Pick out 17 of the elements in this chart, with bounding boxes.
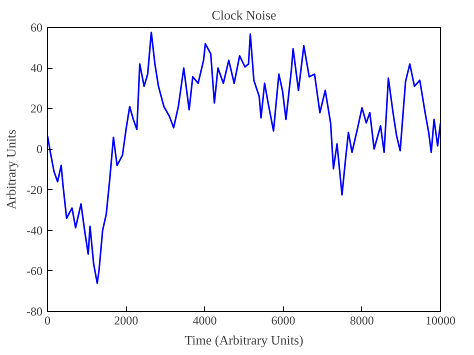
x-axis-title: Time (Arbitrary Units) <box>184 332 304 348</box>
y-tick-label: -60 <box>26 264 43 278</box>
x-tick-label: 10000 <box>426 314 456 328</box>
x-tick-label: 6000 <box>271 314 296 328</box>
y-tick-label: -20 <box>26 182 43 197</box>
y-tick-label: -40 <box>26 223 43 238</box>
y-tick-label: 40 <box>30 61 42 76</box>
y-tick-label: 0 <box>36 142 42 156</box>
y-tick-label: 20 <box>30 102 42 116</box>
line-series <box>48 32 440 284</box>
x-tick-label: 8000 <box>350 314 374 328</box>
chart-title: Clock Noise <box>212 8 277 22</box>
y-axis-title: Arbitrary Units <box>4 130 19 210</box>
x-tick-label: 4000 <box>192 314 217 328</box>
x-tick-label: 2000 <box>114 314 138 328</box>
y-tick-label: -80 <box>26 304 43 318</box>
y-tick-label: 60 <box>30 20 42 34</box>
